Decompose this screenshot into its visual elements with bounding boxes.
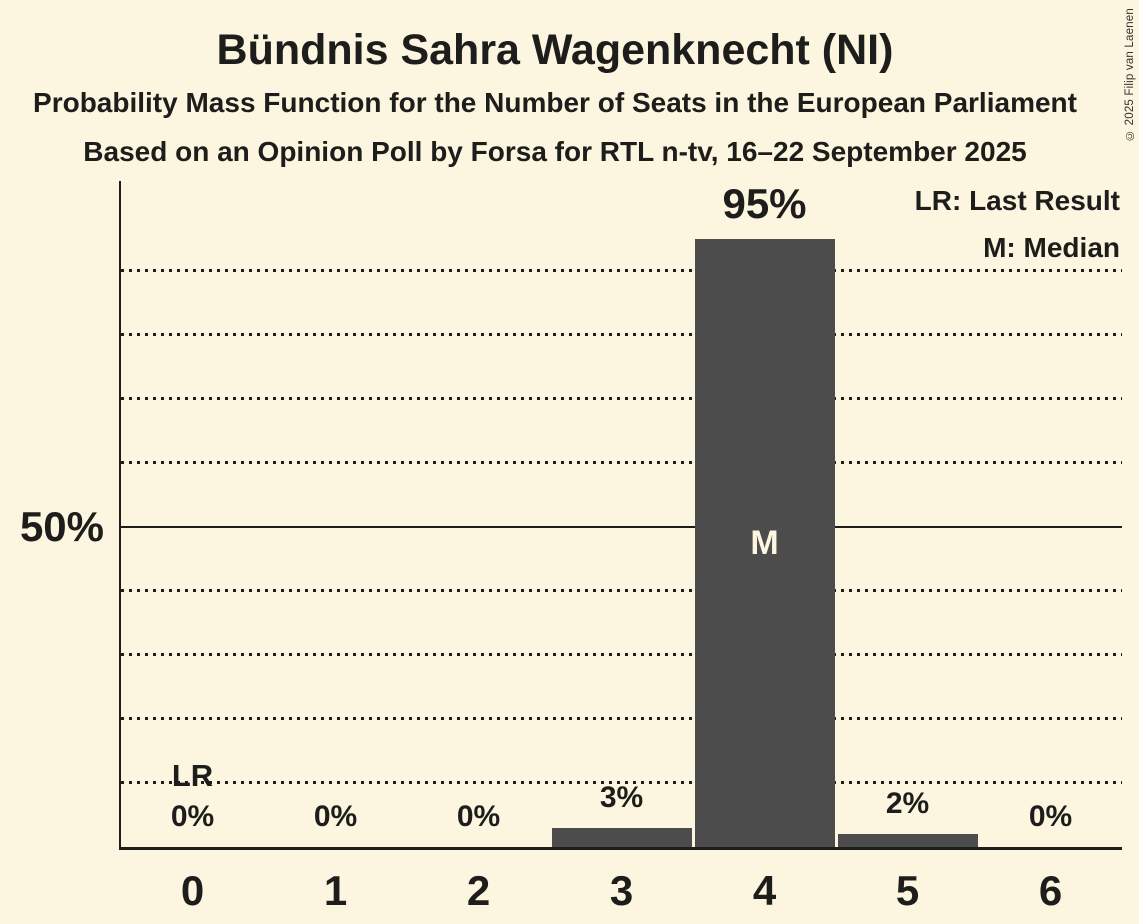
gridline-dotted-30pct <box>121 653 1122 657</box>
gridline-dotted-20pct <box>121 717 1122 721</box>
gridline-dotted-80pct <box>121 333 1122 337</box>
x-tick-label-1: 1 <box>323 867 348 914</box>
x-tick-label-6: 6 <box>1038 867 1063 914</box>
median-marker: M <box>750 523 779 562</box>
legend-median: M: Median <box>983 232 1120 263</box>
legend: LR: Last Result M: Median <box>915 184 1120 278</box>
chart-title: Bündnis Sahra Wagenknecht (NI) <box>216 26 894 74</box>
bar-value-label-seat-4: 95% <box>722 179 807 227</box>
gridline-solid-50pct <box>121 525 1122 528</box>
bar-value-label-seat-2: 0% <box>456 800 501 833</box>
gridline-dotted-90pct <box>121 269 1122 273</box>
x-tick-label-4: 4 <box>752 867 777 914</box>
x-axis-labels: 0 1 2 3 4 5 6 <box>121 867 1122 915</box>
chart-source-line: Based on an Opinion Poll by Forsa for RT… <box>83 136 1027 167</box>
bar-value-label-seat-5: 2% <box>885 787 930 821</box>
y-axis-50-percent-label: 50% <box>19 503 104 550</box>
bar-value-label-seat-1: 0% <box>313 800 358 833</box>
gridline-dotted-10pct <box>121 781 1122 785</box>
chart-subtitle: Probability Mass Function for the Number… <box>33 87 1077 118</box>
last-result-marker: LR <box>171 758 214 793</box>
bar-value-label-seat-3: 3% <box>599 780 644 814</box>
gridline-dotted-40pct <box>121 589 1122 593</box>
bar-seat-5 <box>837 834 978 847</box>
bar-seat-3 <box>551 827 692 847</box>
bar-value-label-seat-0: 0% <box>170 800 215 833</box>
x-tick-label-0: 0 <box>180 867 205 914</box>
plot-area: 0% 0% 0% 3% 95% 2% 0% LR M <box>119 181 1122 850</box>
bar-seat-4 <box>694 238 835 847</box>
x-tick-label-2: 2 <box>466 867 491 914</box>
gridline-dotted-60pct <box>121 461 1122 465</box>
x-tick-label-3: 3 <box>609 867 634 914</box>
copyright-notice: © 2025 Filip van Laenen <box>1124 8 1136 141</box>
legend-last-result: LR: Last Result <box>914 185 1120 216</box>
x-tick-label-5: 5 <box>895 867 920 914</box>
gridline-dotted-70pct <box>121 397 1122 401</box>
bar-value-label-seat-6: 0% <box>1028 800 1073 833</box>
